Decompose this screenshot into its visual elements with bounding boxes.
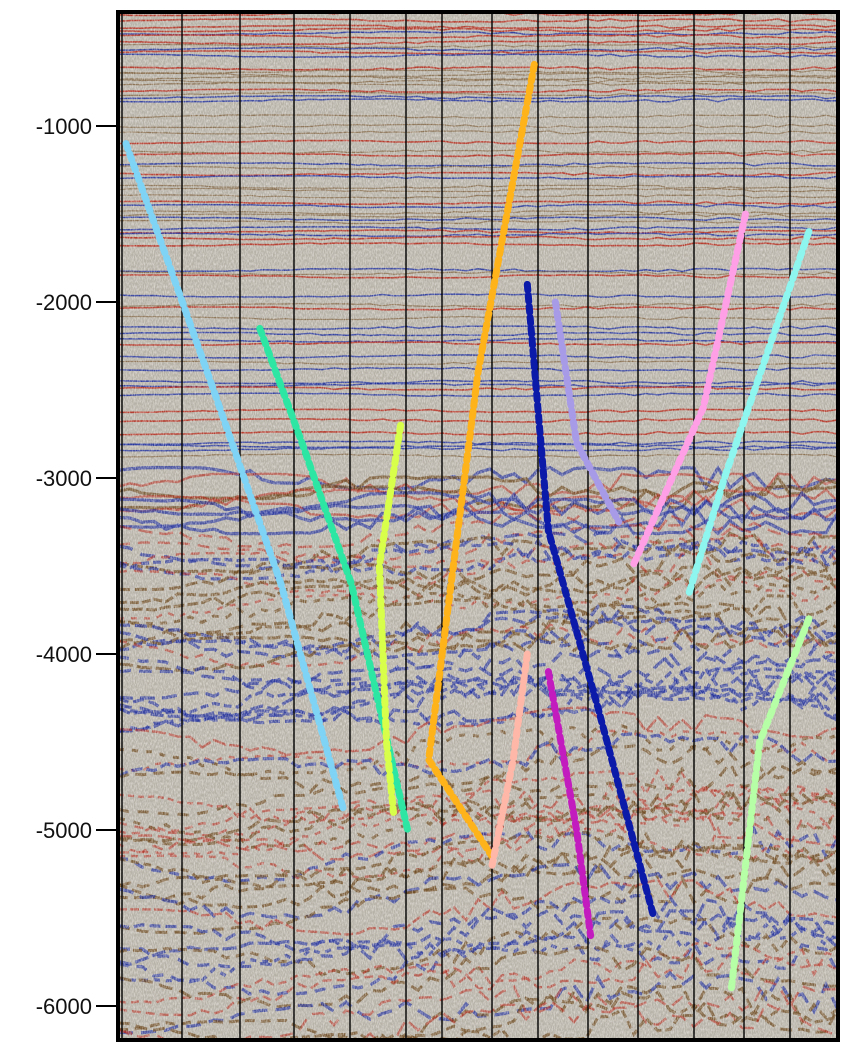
axis-background <box>0 0 118 1046</box>
depth-tick-label: -4000 <box>36 642 92 667</box>
fault-lavender <box>551 298 623 526</box>
fault-mint <box>727 615 813 992</box>
fault-interpretations <box>122 60 813 992</box>
fault-salmon <box>488 650 531 869</box>
seismic-panel <box>118 12 838 1040</box>
noise-overlay <box>118 12 838 1040</box>
fault-teal <box>256 324 412 834</box>
fault-magenta <box>544 668 595 940</box>
trace-lines <box>121 12 791 1040</box>
fault-light-blue <box>122 140 348 816</box>
depth-axis: -1000 -2000 -3000 -4000 -5000 -6000 <box>36 114 118 1019</box>
fault-navy <box>523 280 658 922</box>
depth-tick-label: -6000 <box>36 994 92 1019</box>
depth-tick-label: -2000 <box>36 290 92 315</box>
fault-cyan <box>685 228 813 596</box>
fault-yellow-green <box>375 421 405 816</box>
depth-tick-label: -5000 <box>36 818 92 843</box>
fault-pink <box>629 210 749 570</box>
depth-tick-label: -3000 <box>36 466 92 491</box>
depth-tick-label: -1000 <box>36 114 92 139</box>
fault-orange <box>425 60 538 860</box>
